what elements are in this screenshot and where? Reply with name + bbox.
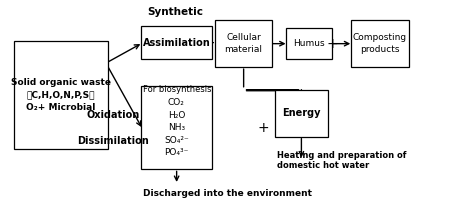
Text: CO₂
H₂O
NH₃
SO₄²⁻
PO₄³⁻: CO₂ H₂O NH₃ SO₄²⁻ PO₄³⁻: [164, 98, 189, 157]
FancyBboxPatch shape: [351, 20, 409, 67]
Text: Assimilation: Assimilation: [143, 38, 210, 48]
Text: +: +: [257, 121, 269, 135]
Text: Cellular
material: Cellular material: [224, 33, 263, 54]
Text: Discharged into the environment: Discharged into the environment: [143, 188, 312, 198]
Text: Composting
products: Composting products: [353, 33, 407, 54]
FancyBboxPatch shape: [141, 86, 212, 170]
Text: Energy: Energy: [282, 108, 320, 118]
FancyBboxPatch shape: [274, 90, 328, 137]
FancyBboxPatch shape: [215, 20, 272, 67]
FancyBboxPatch shape: [286, 28, 332, 59]
Text: Solid organic waste
（C,H,O,N,P,S）
O₂+ Microbial: Solid organic waste （C,H,O,N,P,S） O₂+ Mi…: [11, 78, 111, 112]
Text: Humus: Humus: [293, 39, 325, 48]
Text: Dissimilation: Dissimilation: [77, 136, 149, 146]
FancyBboxPatch shape: [14, 41, 108, 149]
Text: +: +: [327, 37, 338, 51]
FancyBboxPatch shape: [141, 26, 212, 59]
Text: For biosynthesis: For biosynthesis: [143, 85, 211, 94]
Text: Heating and preparation of
domestic hot water: Heating and preparation of domestic hot …: [277, 151, 406, 170]
Text: Oxidation: Oxidation: [86, 110, 139, 120]
Text: Synthetic: Synthetic: [147, 7, 203, 17]
